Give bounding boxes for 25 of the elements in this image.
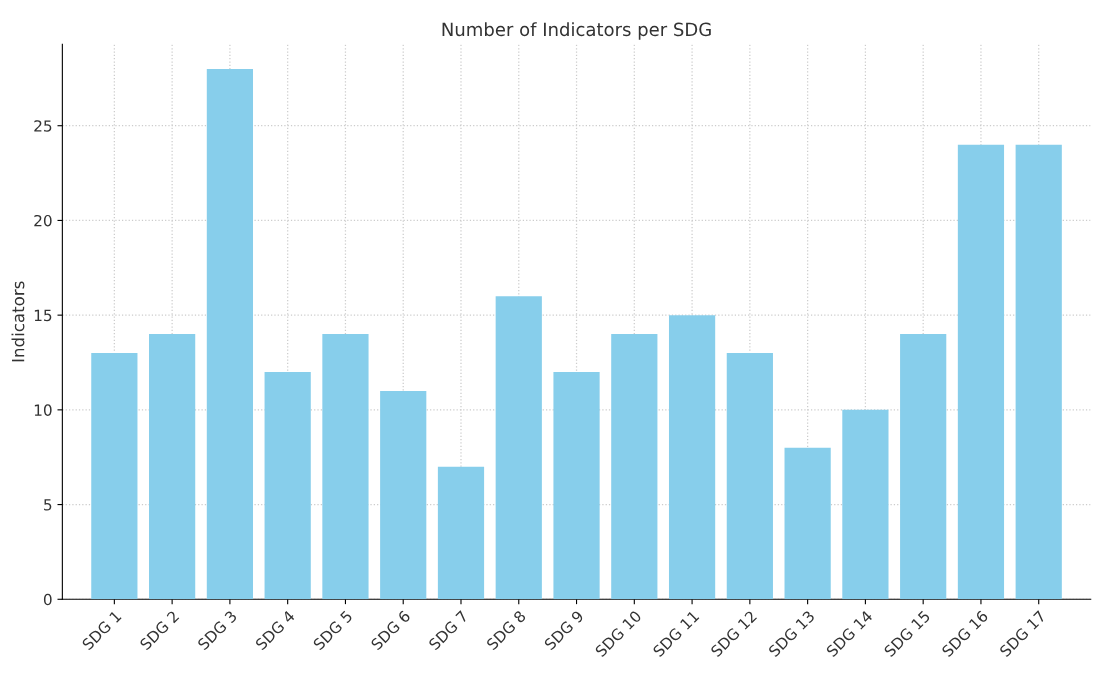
bar (264, 371, 311, 600)
y-tick-label: 10 (34, 404, 52, 416)
bar (900, 334, 947, 600)
y-tick-label: 20 (34, 214, 52, 227)
bar (842, 409, 889, 600)
y-tick-label: 0 (43, 593, 52, 606)
bar (322, 334, 369, 600)
bar (206, 68, 254, 600)
bar (726, 353, 773, 600)
bar (957, 144, 1005, 600)
bar (495, 296, 542, 600)
bar (149, 334, 196, 600)
bar (437, 466, 485, 600)
y-tick-label: 25 (34, 120, 52, 132)
bar (611, 334, 658, 600)
bar (380, 390, 427, 600)
bar (784, 447, 831, 600)
y-axis-title: Indicators (11, 281, 25, 362)
bar (553, 371, 600, 600)
y-tick-label: 5 (44, 499, 52, 511)
y-tick-label: 15 (34, 309, 52, 322)
bar (668, 315, 716, 600)
bar (91, 353, 138, 600)
bar (1015, 144, 1062, 600)
chart-title: Number of Indicators per SDG (442, 22, 711, 40)
